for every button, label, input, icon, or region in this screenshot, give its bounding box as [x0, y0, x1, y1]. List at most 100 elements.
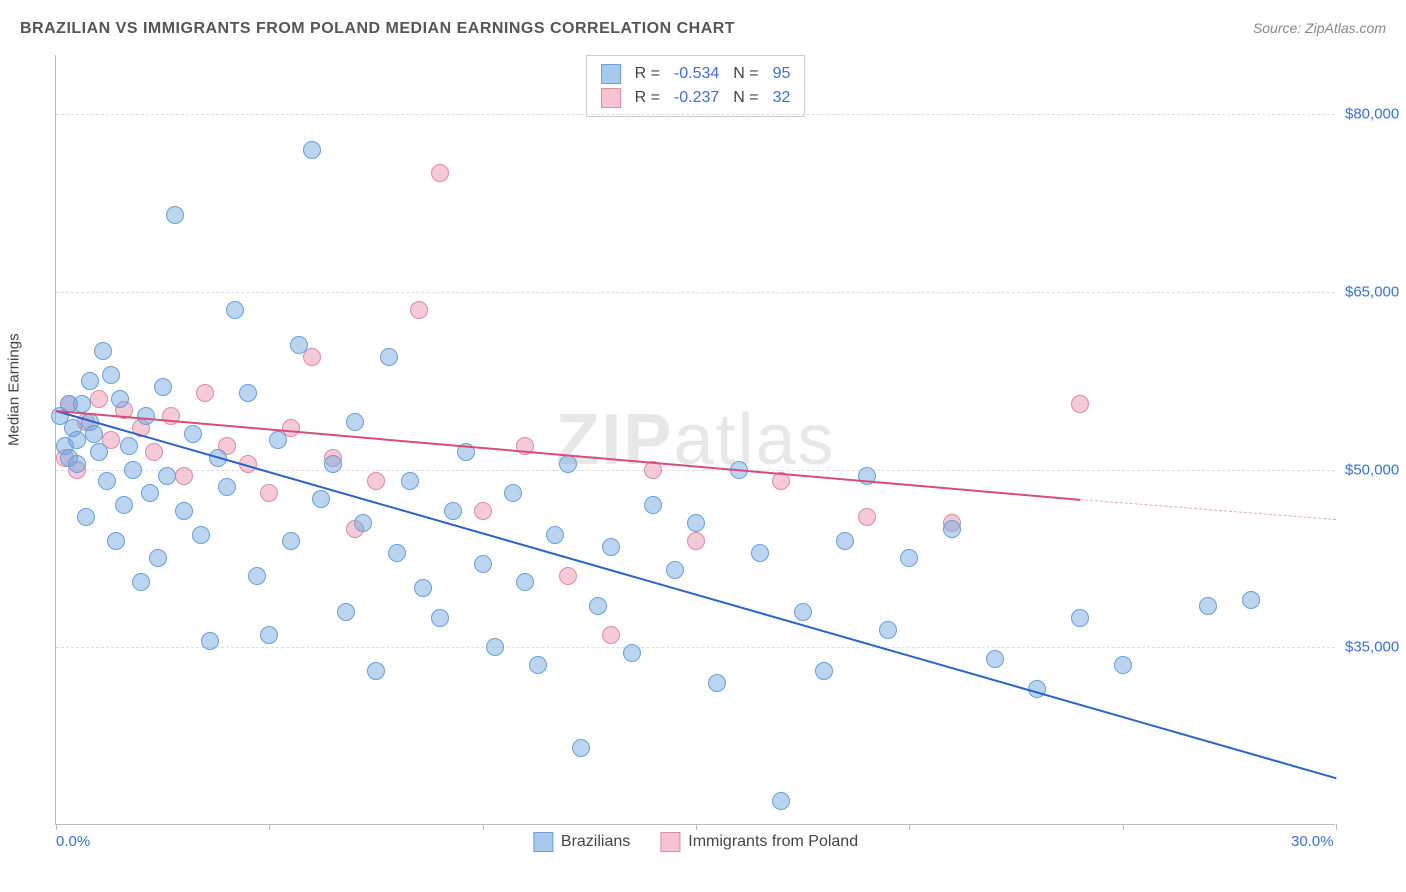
data-point-brazilians — [529, 656, 547, 674]
data-point-brazilians — [166, 206, 184, 224]
y-tick-label: $65,000 — [1345, 283, 1405, 300]
x-tick — [696, 824, 697, 830]
data-point-brazilians — [312, 490, 330, 508]
data-point-brazilians — [102, 366, 120, 384]
legend-swatch-poland — [660, 832, 680, 852]
data-point-brazilians — [303, 141, 321, 159]
n-label: N = — [733, 65, 758, 83]
x-tick — [1123, 824, 1124, 830]
data-point-brazilians — [90, 443, 108, 461]
data-point-poland — [858, 508, 876, 526]
x-tick — [269, 824, 270, 830]
stats-row-poland: R = -0.237 N = 32 — [601, 86, 791, 110]
watermark: ZIPatlas — [555, 399, 835, 481]
data-point-brazilians — [836, 532, 854, 550]
x-tick-label: 0.0% — [56, 833, 90, 850]
data-point-poland — [410, 301, 428, 319]
data-point-brazilians — [751, 544, 769, 562]
data-point-brazilians — [1071, 609, 1089, 627]
data-point-brazilians — [218, 478, 236, 496]
data-point-brazilians — [794, 603, 812, 621]
data-point-brazilians — [346, 413, 364, 431]
data-point-brazilians — [124, 461, 142, 479]
data-point-brazilians — [486, 638, 504, 656]
data-point-brazilians — [504, 484, 522, 502]
n-value-brazilians: 95 — [773, 65, 791, 83]
y-tick-label: $35,000 — [1345, 639, 1405, 656]
r-value-brazilians: -0.534 — [674, 65, 719, 83]
data-point-poland — [367, 472, 385, 490]
data-point-poland — [196, 384, 214, 402]
data-point-poland — [175, 467, 193, 485]
data-point-brazilians — [107, 532, 125, 550]
r-label: R = — [635, 65, 660, 83]
data-point-brazilians — [1242, 591, 1260, 609]
legend-label-poland: Immigrants from Poland — [688, 833, 858, 851]
data-point-brazilians — [380, 348, 398, 366]
chart-title: BRAZILIAN VS IMMIGRANTS FROM POLAND MEDI… — [20, 20, 735, 38]
data-point-brazilians — [226, 301, 244, 319]
legend-swatch-brazilians — [533, 832, 553, 852]
data-point-poland — [559, 567, 577, 585]
data-point-brazilians — [879, 621, 897, 639]
r-value-poland: -0.237 — [674, 89, 719, 107]
stats-legend-box: R = -0.534 N = 95 R = -0.237 N = 32 — [586, 55, 806, 117]
data-point-brazilians — [184, 425, 202, 443]
data-point-brazilians — [68, 455, 86, 473]
data-point-poland — [260, 484, 278, 502]
data-point-brazilians — [546, 526, 564, 544]
data-point-brazilians — [68, 431, 86, 449]
data-point-brazilians — [85, 425, 103, 443]
data-point-brazilians — [269, 431, 287, 449]
stats-row-brazilians: R = -0.534 N = 95 — [601, 62, 791, 86]
source-credit: Source: ZipAtlas.com — [1253, 20, 1386, 36]
legend-item-poland: Immigrants from Poland — [660, 832, 858, 852]
chart-plot-area: ZIPatlas R = -0.534 N = 95 R = -0.237 N … — [55, 55, 1335, 825]
data-point-brazilians — [98, 472, 116, 490]
data-point-brazilians — [337, 603, 355, 621]
data-point-brazilians — [81, 372, 99, 390]
x-tick — [909, 824, 910, 830]
data-point-brazilians — [943, 520, 961, 538]
data-point-poland — [90, 390, 108, 408]
trendline-poland-extension — [1080, 499, 1336, 520]
data-point-brazilians — [141, 484, 159, 502]
data-point-poland — [145, 443, 163, 461]
data-point-poland — [687, 532, 705, 550]
n-value-poland: 32 — [773, 89, 791, 107]
data-point-brazilians — [149, 549, 167, 567]
swatch-brazilians — [601, 64, 621, 84]
data-point-poland — [474, 502, 492, 520]
data-point-brazilians — [772, 792, 790, 810]
data-point-brazilians — [260, 626, 278, 644]
n-label: N = — [733, 89, 758, 107]
data-point-poland — [431, 164, 449, 182]
x-tick — [56, 824, 57, 830]
data-point-poland — [1071, 395, 1089, 413]
gridline — [56, 647, 1335, 648]
y-tick-label: $50,000 — [1345, 461, 1405, 478]
swatch-poland — [601, 88, 621, 108]
data-point-brazilians — [354, 514, 372, 532]
data-point-brazilians — [572, 739, 590, 757]
data-point-brazilians — [115, 496, 133, 514]
data-point-brazilians — [815, 662, 833, 680]
data-point-brazilians — [290, 336, 308, 354]
data-point-brazilians — [120, 437, 138, 455]
x-tick-label: 30.0% — [1291, 833, 1334, 850]
x-tick — [1336, 824, 1337, 830]
data-point-brazilians — [666, 561, 684, 579]
data-point-brazilians — [401, 472, 419, 490]
data-point-brazilians — [154, 378, 172, 396]
data-point-brazilians — [132, 573, 150, 591]
data-point-brazilians — [1199, 597, 1217, 615]
data-point-brazilians — [239, 384, 257, 402]
data-point-brazilians — [175, 502, 193, 520]
data-point-brazilians — [644, 496, 662, 514]
data-point-brazilians — [474, 555, 492, 573]
legend-item-brazilians: Brazilians — [533, 832, 630, 852]
data-point-brazilians — [192, 526, 210, 544]
data-point-brazilians — [201, 632, 219, 650]
data-point-brazilians — [516, 573, 534, 591]
r-label: R = — [635, 89, 660, 107]
